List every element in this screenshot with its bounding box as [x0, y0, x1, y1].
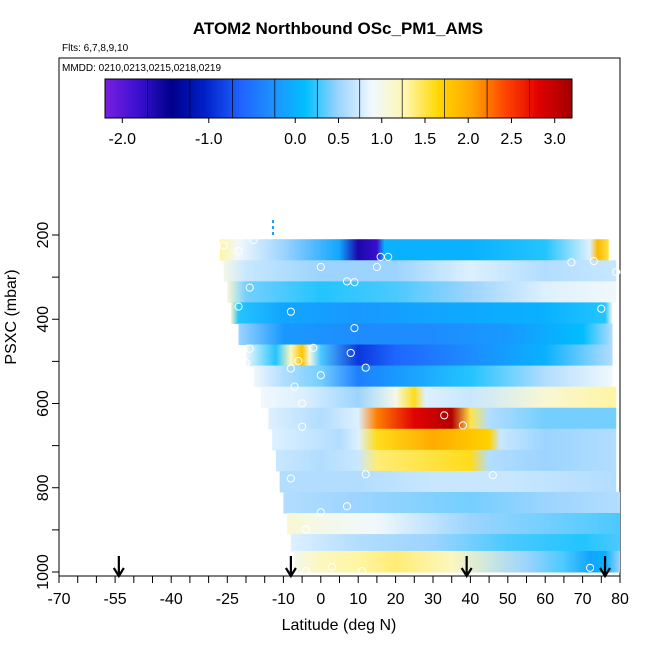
- flight-arrows: [112, 556, 611, 579]
- observation-marker: [294, 356, 303, 366]
- observation-marker: [234, 302, 243, 311]
- heatmap-bands: [219, 239, 620, 573]
- x-tick-label: 80: [611, 591, 629, 608]
- mmdd-label: MMDD: 0210,0213,0215,0218,0219: [62, 63, 221, 74]
- heatmap-band: [253, 365, 613, 388]
- observation-marker: [298, 422, 307, 431]
- x-tick-label: -55: [104, 591, 127, 608]
- x-tick-label: 0: [316, 591, 325, 608]
- heatmap-band: [246, 344, 613, 367]
- heatmap-band: [260, 386, 617, 409]
- x-tick-label: 10: [349, 591, 367, 608]
- observation-marker: [567, 258, 576, 267]
- observation-marker: [612, 267, 621, 277]
- heatmap-band: [227, 281, 617, 303]
- x-axis-label: Latitude (deg N): [282, 617, 397, 634]
- observation-marker: [597, 304, 606, 313]
- observation-marker: [327, 562, 337, 572]
- observation-marker: [298, 399, 307, 408]
- observation-marker: [372, 262, 381, 272]
- heatmap-band: [294, 550, 620, 573]
- observation-marker: [309, 343, 318, 352]
- observation-marker: [316, 371, 325, 380]
- colorbar-ticks: -2.0 -1.0 0.0 0.5 1.0 1.5 2.0 2.5 3.0: [109, 118, 566, 148]
- observation-marker: [346, 348, 355, 358]
- observation-marker: [357, 567, 367, 576]
- observation-marker: [384, 252, 393, 262]
- heatmap-band: [275, 449, 617, 472]
- flight-arrow-head: [460, 567, 473, 579]
- observation-marker: [342, 277, 352, 286]
- flight-arrow-head: [284, 567, 297, 579]
- heatmap-band: [272, 428, 617, 451]
- heatmap-band: [279, 470, 617, 493]
- heatmap-band: [219, 239, 609, 261]
- observation-marker: [290, 382, 299, 391]
- y-tick-label: 800: [35, 474, 52, 501]
- colorbar-tick-label: 0.5: [327, 131, 349, 148]
- observation-marker: [589, 257, 598, 266]
- colorbar-tick-label: 0.0: [284, 131, 306, 148]
- observation-marker: [245, 283, 254, 292]
- x-tick-label: 60: [536, 591, 554, 608]
- heatmap-band: [231, 302, 613, 324]
- colorbar-tick-label: 1.5: [414, 131, 436, 148]
- colorbar-tick-label: -1.0: [195, 131, 223, 148]
- heatmap-band: [238, 323, 613, 346]
- observation-marker: [286, 474, 295, 483]
- y-axis: 200 400 600 800 1000: [35, 222, 59, 590]
- observation-marker: [316, 508, 325, 517]
- x-tick-label: -10: [272, 591, 295, 608]
- colorbar-tick-label: 2.5: [500, 131, 522, 148]
- observation-marker: [286, 364, 295, 373]
- x-tick-label: 20: [387, 591, 405, 608]
- observation-marker: [234, 246, 243, 256]
- observation-markers: [219, 235, 621, 576]
- y-tick-label: 600: [35, 390, 52, 417]
- observation-marker: [301, 525, 310, 534]
- observation-marker: [488, 471, 497, 480]
- heatmap-band: [290, 534, 620, 552]
- heatmap-band: [283, 491, 620, 514]
- x-tick-label: 30: [424, 591, 442, 608]
- colorbar-tick-label: -2.0: [109, 131, 137, 148]
- observation-marker: [342, 502, 352, 511]
- observation-marker: [458, 421, 468, 430]
- y-tick-label: 400: [35, 306, 52, 333]
- observation-marker: [361, 470, 370, 479]
- x-tick-label: -25: [216, 591, 239, 608]
- observation-marker: [286, 307, 295, 316]
- observation-marker: [350, 323, 359, 333]
- observation-marker: [361, 363, 370, 372]
- colorbar: [104, 78, 573, 119]
- observation-marker: [585, 563, 595, 572]
- observation-marker: [301, 567, 310, 576]
- observation-marker: [316, 262, 325, 272]
- colorbar-tick-label: 3.0: [544, 131, 566, 148]
- observation-marker: [219, 241, 228, 250]
- colorbar-gridlines: [147, 79, 530, 118]
- observation-marker: [440, 411, 449, 420]
- flights-label: Flts: 6,7,8,9,10: [62, 43, 129, 54]
- chart-title: ATOM2 Northbound OSc_PM1_AMS: [193, 19, 483, 38]
- colorbar-tick-label: 1.0: [371, 131, 393, 148]
- observation-marker: [241, 358, 251, 368]
- x-axis: -70 -55 -40 -25 -10 0 10 20 30 40 50 60 70 80: [47, 576, 629, 608]
- x-tick-label: 40: [462, 591, 480, 608]
- colorbar-tick-label: 2.0: [457, 131, 479, 148]
- x-tick-label: -70: [47, 591, 70, 608]
- y-tick-label: 1000: [35, 554, 52, 590]
- x-tick-label: 50: [499, 591, 517, 608]
- observation-marker: [245, 344, 254, 353]
- heatmap-band: [223, 260, 617, 282]
- heatmap-band: [287, 513, 620, 535]
- x-tick-label: -40: [160, 591, 183, 608]
- y-axis-label: PSXC (mbar): [3, 269, 20, 364]
- flight-arrow-head: [112, 567, 125, 579]
- flight-arrow-head: [599, 567, 611, 579]
- x-tick-label: 70: [574, 591, 592, 608]
- observation-marker: [249, 235, 258, 245]
- y-tick-label: 200: [35, 222, 52, 249]
